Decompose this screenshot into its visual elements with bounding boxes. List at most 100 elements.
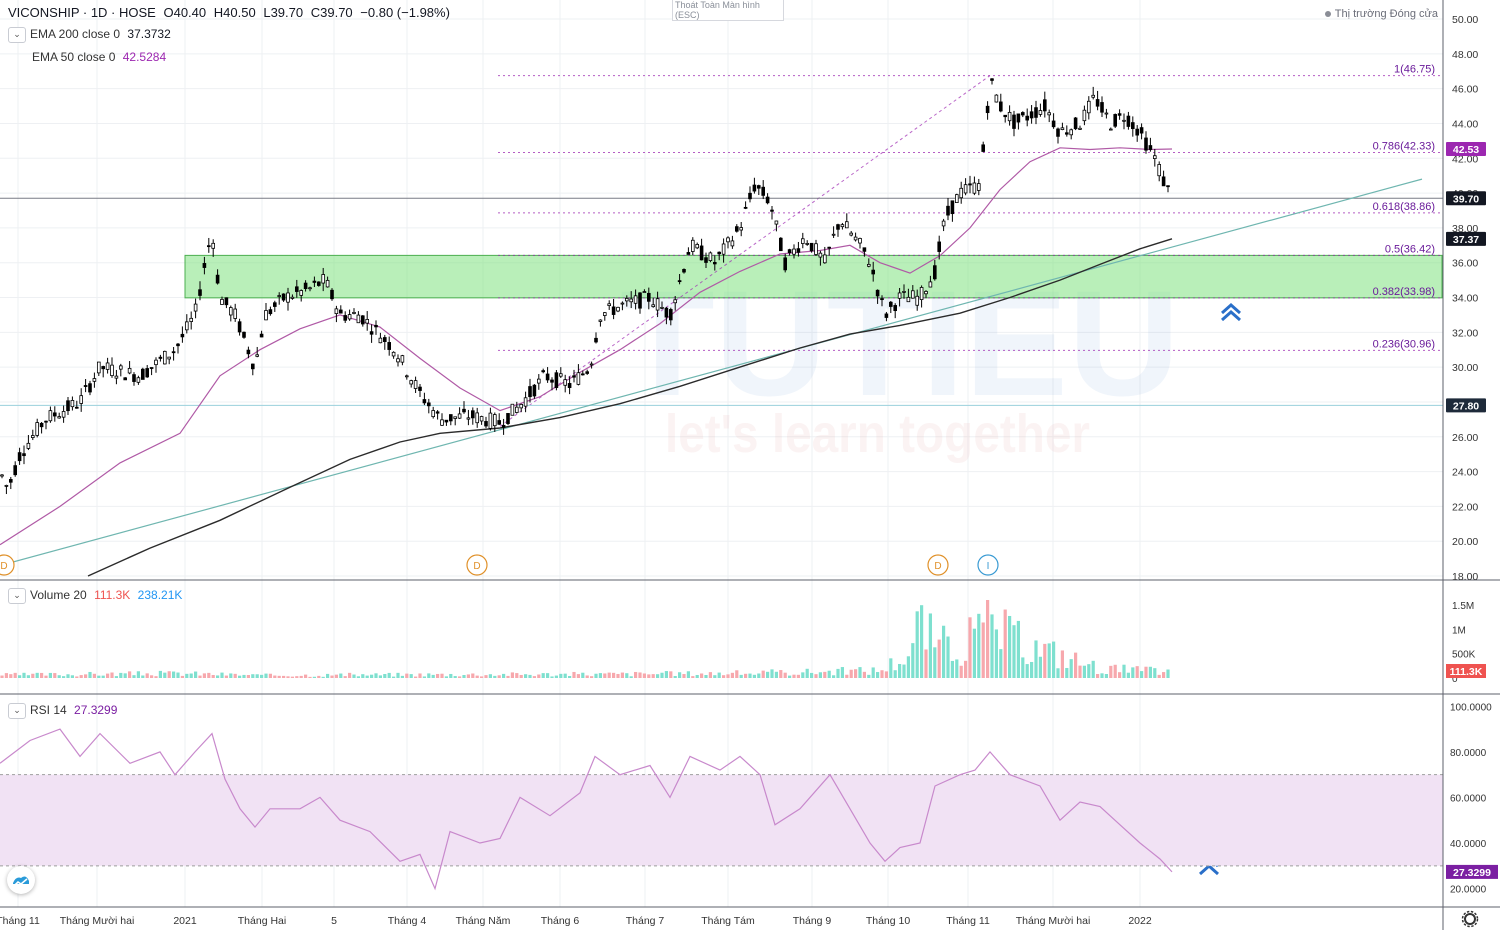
price-tick-label: 34.00 — [1452, 293, 1478, 305]
candle-body — [1131, 122, 1135, 130]
volume-bar — [550, 676, 554, 678]
volume-bar — [554, 675, 558, 678]
volume-bar — [924, 649, 928, 678]
volume-bar — [141, 675, 145, 678]
volume-bar — [361, 674, 365, 678]
volume-bar — [568, 675, 572, 678]
volume-bar — [854, 669, 858, 678]
candle-body — [123, 377, 128, 381]
candle-body — [664, 307, 669, 318]
collapse-chevron-icon[interactable]: ⌄ — [8, 588, 26, 604]
candle-body — [1117, 113, 1122, 116]
ema200-value: 37.3732 — [127, 27, 171, 42]
volume-bar — [656, 674, 660, 678]
candle-body — [594, 337, 598, 343]
event-marker — [466, 554, 488, 576]
volume-bar — [1109, 665, 1113, 678]
time-tick-label: Tháng 11 — [946, 915, 990, 927]
candle-body — [1135, 128, 1140, 136]
candle-body — [325, 280, 330, 288]
volume-bar — [823, 671, 827, 678]
price-axis[interactable]: 50.0048.0046.0044.0042.0040.0038.0036.00… — [1450, 14, 1492, 896]
candle-body — [1021, 112, 1025, 116]
time-axis[interactable]: Tháng 11 Tháng Mười hai 2021 Tháng Hai 5 Thán… — [0, 915, 1152, 927]
volume-bar — [946, 636, 950, 678]
candle-body — [809, 242, 814, 252]
candle-body — [479, 416, 484, 422]
price-badges: 42.53 39.70 37.37 27.80 111.3K 27.3299 — [1446, 142, 1498, 879]
symbol-name: VICONSHIP · 1D · HOSE — [8, 5, 156, 20]
candle-body — [1043, 99, 1047, 112]
candle-body — [228, 307, 233, 316]
candle-body — [840, 224, 845, 228]
candle-body — [75, 406, 79, 409]
volume-bar — [53, 673, 57, 678]
candle-body — [528, 386, 532, 398]
volume-bar — [1100, 673, 1104, 678]
candlestick-series — [0, 78, 1170, 495]
candle-body — [765, 196, 770, 204]
candle-body — [506, 413, 510, 424]
candle-body — [198, 289, 202, 296]
settings-gear-icon[interactable] — [1461, 910, 1479, 928]
volume-bar — [774, 671, 778, 678]
volume-bar — [1162, 672, 1166, 678]
volume-bar — [950, 660, 954, 678]
volume-bar — [88, 671, 92, 678]
volume-bar — [1060, 650, 1064, 678]
volume-bar — [62, 676, 66, 678]
market-status-text: Thị trường Đóng cửa — [1334, 8, 1438, 20]
candle-body — [110, 364, 114, 377]
volume-bar — [22, 672, 26, 678]
candle-body — [26, 442, 31, 449]
candle-body — [162, 350, 167, 365]
volume-bar — [167, 671, 171, 678]
candle-body — [739, 227, 743, 231]
volume-bar — [246, 675, 250, 678]
volume-bar — [57, 675, 61, 678]
volume-bar — [546, 673, 550, 678]
volume-bar — [75, 676, 79, 678]
volume-bar — [515, 673, 519, 678]
volume-bar — [788, 675, 792, 678]
support-zone[interactable] — [184, 254, 1443, 299]
volume-bar — [1091, 660, 1095, 678]
candle-body — [158, 356, 163, 359]
volume-bar — [691, 676, 695, 678]
candle-body — [941, 220, 946, 227]
candle-body — [669, 309, 673, 321]
tradingview-logo-icon[interactable] — [7, 866, 35, 894]
candle-body — [97, 361, 101, 374]
collapse-chevron-icon[interactable]: ⌄ — [8, 703, 26, 719]
volume-bar — [748, 673, 752, 678]
ema50-line — [0, 147, 1173, 546]
candle-body — [581, 373, 585, 376]
volume-bar — [832, 675, 836, 678]
volume-bar — [999, 649, 1003, 678]
volume-bar — [422, 676, 426, 678]
volume-bar — [154, 676, 158, 678]
volume-bar — [31, 673, 35, 678]
time-tick-label: 2022 — [1128, 915, 1152, 927]
volume-bar — [744, 673, 748, 678]
horizontal-lines[interactable] — [0, 197, 1443, 406]
volume-bar — [220, 672, 224, 678]
candle-body — [145, 368, 150, 378]
volume-bar — [594, 673, 598, 678]
candle-body — [343, 315, 347, 321]
candle-body — [673, 299, 677, 304]
candle-body — [638, 292, 642, 309]
exit-fullscreen-hint[interactable]: Thoát Toàn Màn hình (ESC) — [672, 0, 784, 21]
volume-bar — [290, 676, 294, 678]
candle-body — [1139, 127, 1144, 134]
candle-body — [1104, 112, 1109, 115]
collapse-chevron-icon[interactable]: ⌄ — [8, 27, 26, 43]
volume-bar — [1131, 667, 1135, 678]
volume-bar — [902, 664, 906, 678]
volume-bar — [810, 672, 814, 678]
volume-bar — [871, 667, 875, 678]
time-tick-label: Tháng Mười hai — [60, 915, 135, 927]
fibonacci-levels[interactable]: 1(46.75) 0.786(42.33) 0.618(38.86) 0.5(36.4… — [498, 64, 1443, 427]
